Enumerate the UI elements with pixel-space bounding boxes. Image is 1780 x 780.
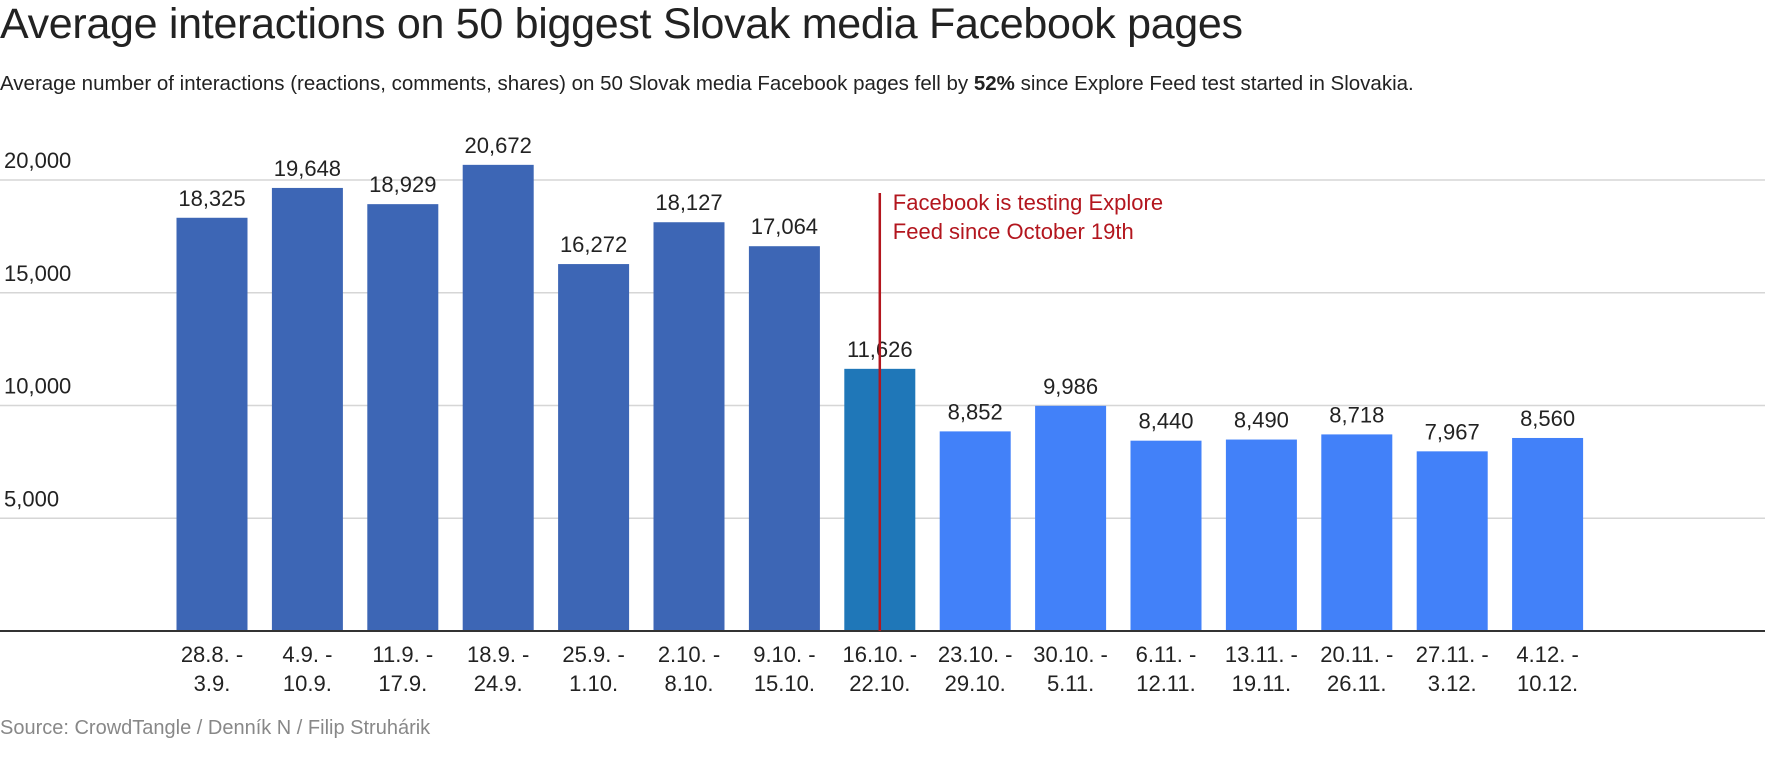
- bar: [367, 204, 439, 631]
- x-tick-label: 23.10. -: [938, 642, 1013, 667]
- x-tick-label: 22.10.: [849, 671, 910, 696]
- bar-value-label: 20,672: [465, 133, 532, 158]
- y-tick-label: 15,000: [4, 261, 71, 286]
- x-tick-label: 9.10. -: [753, 642, 815, 667]
- bar-value-label: 7,967: [1425, 419, 1480, 444]
- bar-value-label: 18,325: [178, 186, 245, 211]
- bar-chart: 5,000 10,000 15,000 20,000 18,325 28.8. - 3.9.…: [0, 133, 1765, 696]
- bar: [1035, 405, 1107, 631]
- chart-title: Average interactions on 50 biggest Slova…: [0, 0, 1243, 48]
- annotation-text: Feed since October 19th: [893, 219, 1134, 244]
- subtitle-text-end: since Explore Feed test started in Slova…: [1014, 72, 1414, 95]
- x-tick-label: 3.9.: [194, 671, 231, 696]
- x-tick-label: 15.10.: [754, 671, 815, 696]
- x-tick-label: 17.9.: [378, 671, 427, 696]
- bar: [1130, 440, 1202, 631]
- x-tick-label: 20.11. -: [1320, 642, 1393, 667]
- bar-value-label: 9,986: [1043, 374, 1098, 399]
- x-tick-label: 1.10.: [569, 671, 618, 696]
- bar: [1416, 451, 1488, 631]
- bar-value-label: 8,490: [1234, 408, 1289, 433]
- bar-value-label: 8,560: [1520, 406, 1575, 431]
- x-tick-label: 10.12.: [1517, 671, 1578, 696]
- bar: [176, 217, 248, 632]
- x-tick-label: 25.9. -: [562, 642, 624, 667]
- y-tick-label: 20,000: [4, 148, 71, 173]
- bar: [1512, 437, 1584, 631]
- x-tick-label: 29.10.: [945, 671, 1006, 696]
- x-tick-label: 19.11.: [1232, 671, 1292, 696]
- bar-value-label: 16,272: [560, 232, 627, 257]
- bar: [558, 264, 630, 631]
- bar: [271, 187, 343, 631]
- x-tick-label: 10.9.: [283, 671, 332, 696]
- x-tick-label: 8.10.: [665, 671, 714, 696]
- bar-value-label: 17,064: [751, 214, 818, 239]
- x-tick-label: 13.11. -: [1225, 642, 1298, 667]
- bar-value-label: 8,718: [1329, 402, 1384, 427]
- y-tick-label: 10,000: [4, 374, 71, 399]
- bar-value-label: 8,440: [1138, 409, 1193, 434]
- chart-subtitle: Average number of interactions (reaction…: [0, 72, 1414, 96]
- x-tick-label: 4.9. -: [282, 642, 332, 667]
- bar: [1225, 439, 1297, 631]
- source-note: Source: CrowdTangle / Denník N / Filip S…: [0, 717, 431, 739]
- x-tick-label: 30.10. -: [1033, 642, 1108, 667]
- x-tick-label: 6.11. -: [1136, 642, 1197, 667]
- bar-value-label: 19,648: [274, 156, 341, 181]
- bar: [653, 222, 725, 631]
- x-tick-label: 28.8. -: [181, 642, 243, 667]
- bar: [748, 246, 820, 632]
- x-tick-label: 16.10. -: [842, 642, 917, 667]
- x-tick-label: 27.11. -: [1416, 642, 1489, 667]
- x-tick-label: 24.9.: [474, 671, 523, 696]
- subtitle-highlight: 52%: [973, 72, 1015, 95]
- bar: [1321, 434, 1393, 631]
- annotation-text: Facebook is testing Explore: [893, 190, 1163, 215]
- x-tick-label: 3.12.: [1428, 671, 1477, 696]
- y-tick-label: 5,000: [4, 486, 59, 511]
- subtitle-text-start: Average number of interactions (reaction…: [0, 72, 974, 95]
- bar: [939, 431, 1011, 631]
- x-tick-label: 2.10. -: [658, 642, 720, 667]
- bar-value-label: 18,929: [369, 172, 436, 197]
- x-tick-label: 26.11.: [1327, 671, 1387, 696]
- x-tick-label: 4.12. -: [1516, 642, 1578, 667]
- x-tick-label: 11.9. -: [372, 642, 433, 667]
- bar-value-label: 18,127: [655, 190, 722, 215]
- bar-value-label: 8,852: [948, 399, 1003, 424]
- x-tick-label: 12.11.: [1136, 671, 1196, 696]
- x-tick-label: 5.11.: [1047, 671, 1094, 696]
- bar: [462, 164, 534, 631]
- x-tick-label: 18.9. -: [467, 642, 529, 667]
